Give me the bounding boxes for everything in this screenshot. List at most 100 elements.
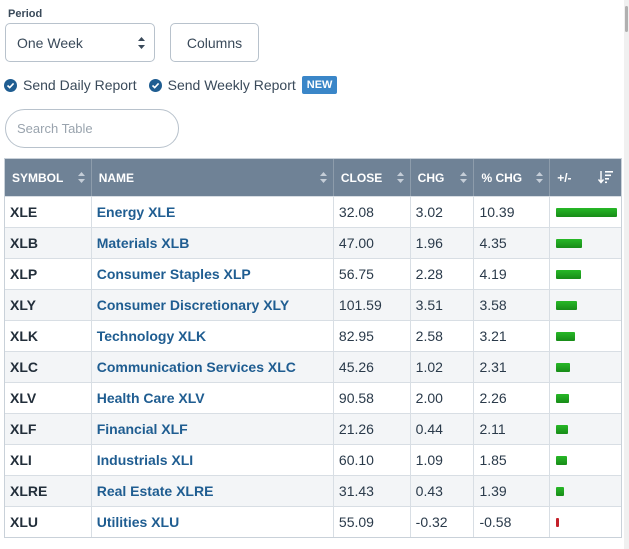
change-bar — [556, 486, 565, 496]
chg-cell: 1.09 — [411, 445, 475, 475]
symbol-cell: XLU — [5, 507, 92, 537]
columns-button[interactable]: Columns — [170, 23, 259, 62]
change-bar — [556, 269, 582, 279]
header-pct-chg[interactable]: % CHG — [474, 159, 551, 196]
close-cell: 101.59 — [334, 290, 411, 320]
table-header: SYMBOL NAME CLOSE CHG % CHG +/- — [5, 159, 621, 196]
table-body: XLE Energy XLE 32.08 3.02 10.39 XLB Materials … — [5, 196, 621, 537]
chg-cell: 2.58 — [411, 321, 475, 351]
check-circle-icon — [148, 78, 162, 92]
change-bar-cell — [550, 321, 621, 351]
name-link[interactable]: Financial XLF — [92, 414, 334, 444]
table-row[interactable]: XLE Energy XLE 32.08 3.02 10.39 — [5, 196, 621, 227]
chevron-updown-icon — [138, 37, 145, 49]
scrollbar-thumb[interactable] — [625, 6, 628, 32]
weekly-report-checkbox[interactable]: Send Weekly Report NEW — [148, 76, 338, 94]
close-cell: 21.26 — [334, 414, 411, 444]
close-cell: 55.09 — [334, 507, 411, 537]
close-cell: 47.00 — [334, 228, 411, 258]
table-row[interactable]: XLV Health Care XLV 90.58 2.00 2.26 — [5, 382, 621, 413]
sort-arrows-icon — [396, 172, 404, 183]
table-row[interactable]: XLC Communication Services XLC 45.26 1.02 2.… — [5, 351, 621, 382]
weekly-report-label: Send Weekly Report — [167, 77, 296, 93]
table-row[interactable]: XLK Technology XLK 82.95 2.58 3.21 — [5, 320, 621, 351]
change-bar — [556, 393, 570, 403]
pct-chg-cell: 2.11 — [474, 414, 551, 444]
table-row[interactable]: XLU Utilities XLU 55.09 -0.32 -0.58 — [5, 506, 621, 537]
header-chg[interactable]: CHG — [411, 159, 475, 196]
header-name-label: NAME — [98, 170, 135, 185]
name-link[interactable]: Real Estate XLRE — [92, 476, 334, 506]
table-row[interactable]: XLY Consumer Discretionary XLY 101.59 3.51 3… — [5, 289, 621, 320]
table-row[interactable]: XLF Financial XLF 21.26 0.44 2.11 — [5, 413, 621, 444]
sort-arrows-icon — [460, 172, 468, 183]
table-row[interactable]: XLRE Real Estate XLRE 31.43 0.43 1.39 — [5, 475, 621, 506]
symbol-cell: XLY — [5, 290, 92, 320]
header-symbol[interactable]: SYMBOL — [5, 159, 92, 196]
close-cell: 32.08 — [334, 197, 411, 227]
header-plus-minus-label: +/- — [557, 170, 572, 185]
period-select-value: One Week — [17, 34, 83, 51]
name-link[interactable]: Consumer Staples XLP — [92, 259, 334, 289]
change-bar-cell — [550, 414, 621, 444]
period-label: Period — [8, 8, 43, 20]
change-bar — [556, 207, 618, 217]
sort-arrows-icon — [77, 172, 85, 183]
chg-cell: -0.32 — [411, 507, 475, 537]
pct-chg-cell: 3.21 — [474, 321, 551, 351]
header-close[interactable]: CLOSE — [334, 159, 411, 196]
table-row[interactable]: XLB Materials XLB 47.00 1.96 4.35 — [5, 227, 621, 258]
header-name[interactable]: NAME — [92, 159, 334, 196]
scrollbar[interactable] — [624, 0, 629, 549]
daily-report-label: Send Daily Report — [23, 77, 137, 93]
close-cell: 31.43 — [334, 476, 411, 506]
symbol-cell: XLK — [5, 321, 92, 351]
change-bar-cell — [550, 476, 621, 506]
sector-table: SYMBOL NAME CLOSE CHG % CHG +/- — [4, 158, 622, 538]
daily-report-checkbox[interactable]: Send Daily Report — [4, 77, 137, 93]
name-link[interactable]: Technology XLK — [92, 321, 334, 351]
name-link[interactable]: Health Care XLV — [92, 383, 334, 413]
header-plus-minus[interactable]: +/- — [550, 159, 621, 196]
chg-cell: 3.51 — [411, 290, 475, 320]
pct-chg-cell: 2.26 — [474, 383, 551, 413]
close-cell: 90.58 — [334, 383, 411, 413]
pct-chg-cell: 3.58 — [474, 290, 551, 320]
change-bar — [556, 362, 571, 372]
symbol-cell: XLC — [5, 352, 92, 382]
header-pct-chg-label: % CHG — [481, 170, 523, 185]
name-link[interactable]: Utilities XLU — [92, 507, 334, 537]
pct-chg-cell: 4.19 — [474, 259, 551, 289]
change-bar-cell — [550, 445, 621, 475]
chg-cell: 2.28 — [411, 259, 475, 289]
change-bar — [556, 300, 578, 310]
header-symbol-label: SYMBOL — [12, 170, 64, 185]
chg-cell: 0.44 — [411, 414, 475, 444]
search-input[interactable] — [5, 109, 179, 148]
check-circle-icon — [4, 78, 17, 92]
symbol-cell: XLI — [5, 445, 92, 475]
period-select[interactable]: One Week — [5, 23, 155, 62]
change-bar — [556, 424, 569, 434]
pct-chg-cell: 10.39 — [474, 197, 551, 227]
chg-cell: 1.02 — [411, 352, 475, 382]
chg-cell: 2.00 — [411, 383, 475, 413]
name-link[interactable]: Consumer Discretionary XLY — [92, 290, 334, 320]
name-link[interactable]: Materials XLB — [92, 228, 334, 258]
chg-cell: 1.96 — [411, 228, 475, 258]
name-link[interactable]: Industrials XLI — [92, 445, 334, 475]
symbol-cell: XLRE — [5, 476, 92, 506]
symbol-cell: XLB — [5, 228, 92, 258]
change-bar-cell — [550, 197, 621, 227]
name-link[interactable]: Energy XLE — [92, 197, 334, 227]
name-link[interactable]: Communication Services XLC — [92, 352, 334, 382]
sort-arrows-icon — [319, 172, 327, 183]
table-row[interactable]: XLI Industrials XLI 60.10 1.09 1.85 — [5, 444, 621, 475]
change-bar — [556, 517, 560, 527]
table-row[interactable]: XLP Consumer Staples XLP 56.75 2.28 4.19 — [5, 258, 621, 289]
change-bar-cell — [550, 352, 621, 382]
change-bar-cell — [550, 290, 621, 320]
symbol-cell: XLE — [5, 197, 92, 227]
sort-arrows-icon — [536, 172, 544, 183]
symbol-cell: XLF — [5, 414, 92, 444]
